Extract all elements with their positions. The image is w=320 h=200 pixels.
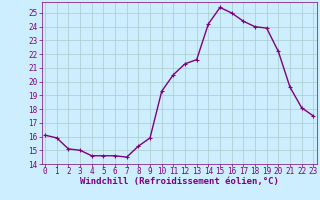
X-axis label: Windchill (Refroidissement éolien,°C): Windchill (Refroidissement éolien,°C) [80, 177, 279, 186]
